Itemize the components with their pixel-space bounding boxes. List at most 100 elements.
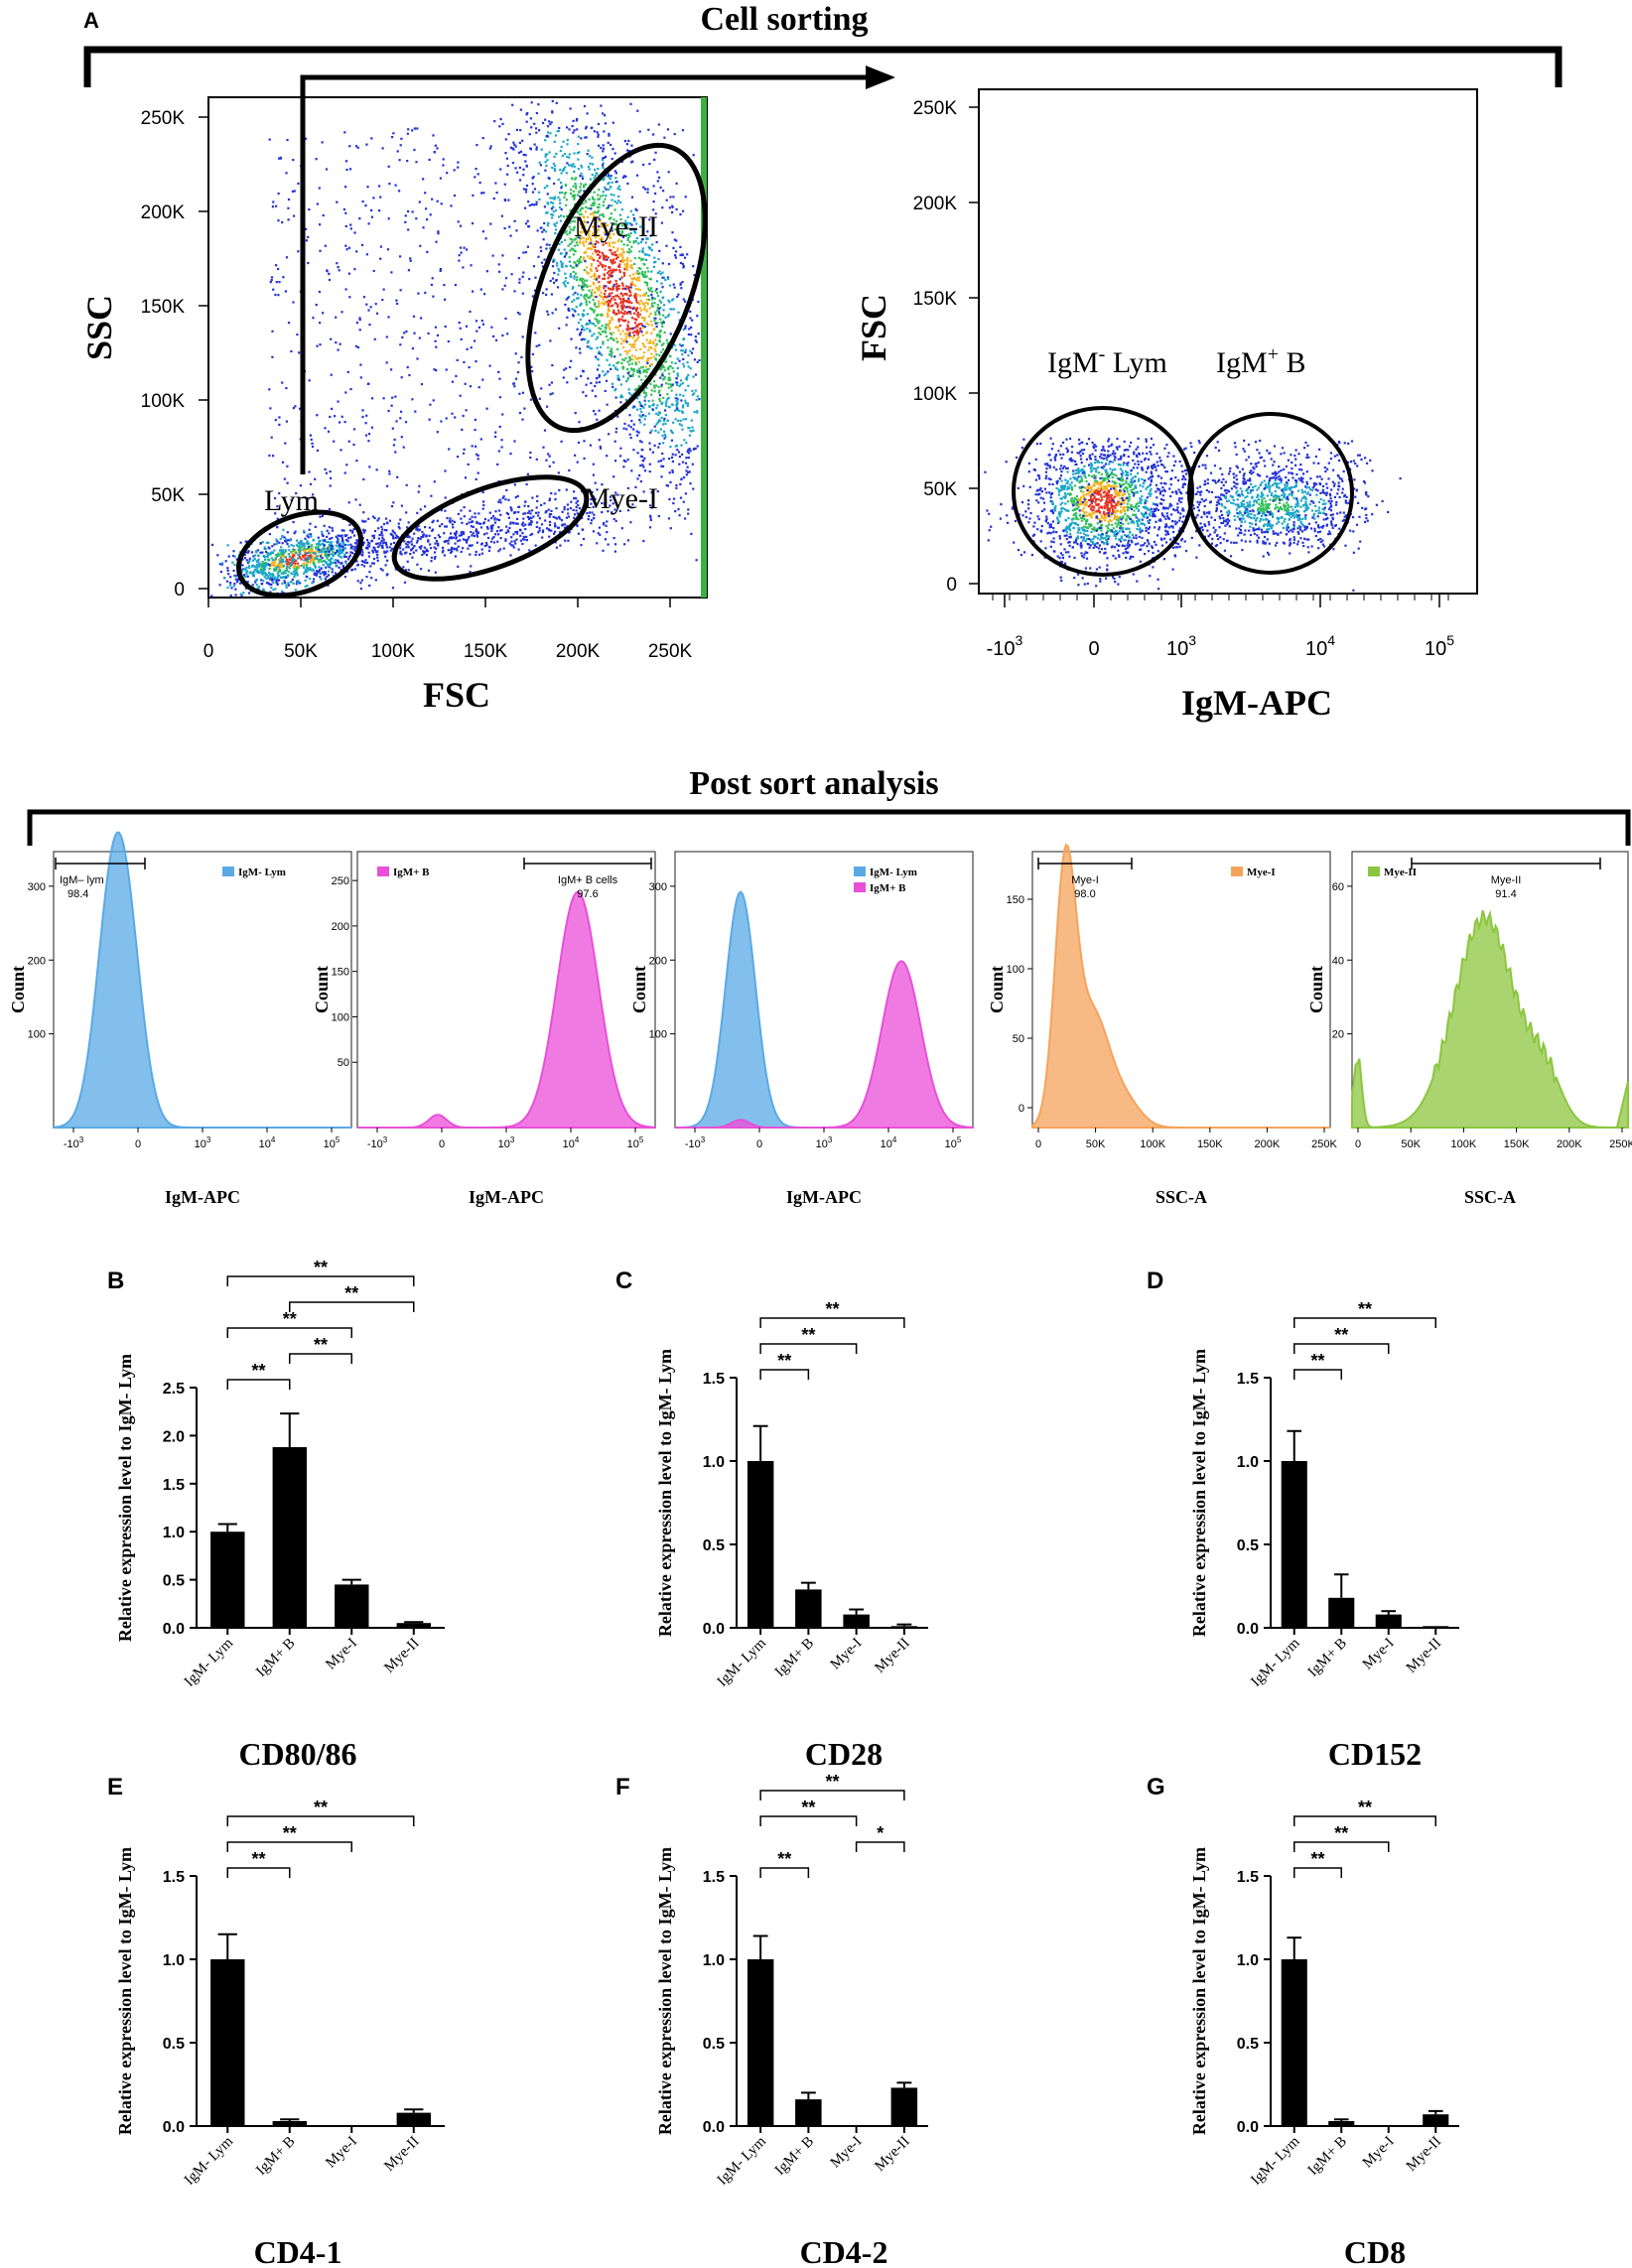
scatter-dot — [658, 419, 661, 422]
scatter-dot — [285, 584, 288, 587]
scatter-dot — [567, 282, 570, 285]
scatter-dot — [626, 257, 629, 260]
scatter-dot — [1093, 506, 1096, 509]
scatter-dot — [607, 338, 610, 341]
scatter-dot — [567, 515, 570, 518]
scatter-dot — [475, 553, 477, 556]
scatter-dot — [571, 240, 574, 243]
scatter-dot — [602, 277, 605, 280]
scatter-dot — [621, 300, 624, 303]
scatter-dot — [565, 251, 568, 254]
scatter-dot — [491, 254, 494, 257]
scatter-dot — [573, 277, 576, 280]
scatter-dot — [471, 222, 475, 225]
scatter-dot — [627, 392, 631, 395]
scatter-dot — [690, 351, 694, 354]
scatter-dot — [607, 309, 610, 312]
scatter-dot — [638, 414, 641, 417]
scatter-dot — [602, 191, 605, 194]
scatter-dot — [612, 218, 615, 221]
scatter-dot — [658, 176, 661, 179]
scatter-dot — [265, 577, 268, 580]
scatter-dot — [514, 377, 518, 380]
scatter-dot — [481, 378, 484, 381]
scatter-dot — [566, 162, 569, 165]
scatter-dot — [429, 547, 433, 550]
scatter-dot — [517, 548, 520, 551]
scatter-dot — [498, 125, 501, 128]
scatter-dot — [678, 319, 681, 322]
scatter-dot — [585, 136, 588, 139]
scatter-dot — [476, 330, 478, 333]
scatter-dot — [676, 357, 679, 360]
scatter-dot — [632, 241, 635, 244]
scatter-dot — [448, 519, 451, 522]
scatter-dot — [607, 174, 610, 177]
scatter-dot — [612, 270, 614, 273]
scatter-dot — [584, 260, 587, 263]
scatter-dot — [637, 431, 640, 434]
scatter-dot — [358, 329, 361, 332]
scatter-dot — [275, 565, 278, 569]
scatter-dot — [608, 295, 611, 298]
scatter-dot — [612, 233, 615, 236]
scatter-dot — [380, 539, 383, 542]
scatter-dot — [235, 558, 238, 561]
scatter-dot — [1195, 556, 1198, 559]
scatter-dot — [309, 482, 313, 485]
scatter-dot — [654, 344, 657, 347]
scatter-dot — [615, 294, 618, 297]
scatter-dot — [1023, 551, 1026, 554]
scatter-dot — [651, 302, 654, 305]
scatter-dot — [656, 292, 659, 295]
scatter-dot — [461, 521, 464, 524]
scatter-dot — [578, 262, 581, 265]
scatter-dot — [425, 554, 429, 557]
scatter-dot — [340, 529, 343, 532]
scatter-dot — [684, 327, 687, 330]
scatter-dot — [661, 271, 664, 274]
scatter-dot — [415, 525, 418, 529]
scatter-dot — [392, 444, 395, 447]
scatter-dot — [687, 508, 690, 511]
scatter-dot — [475, 528, 477, 531]
scatter-dot — [362, 520, 365, 523]
scatter-dot — [630, 264, 633, 267]
scatter-dot — [659, 334, 662, 337]
scatter-dot — [657, 413, 660, 416]
scatter-dot — [265, 541, 268, 544]
scatter-dot — [276, 525, 279, 529]
scatter-dot — [643, 317, 646, 320]
scatter-dot — [468, 366, 471, 369]
scatter-dot — [674, 396, 677, 400]
scatter-dot — [631, 344, 634, 347]
scatter-dot — [579, 261, 582, 264]
scatter-dot — [623, 422, 626, 425]
scatter-dot — [614, 367, 617, 370]
scatter-dot — [567, 539, 570, 542]
scatter-dot — [661, 372, 664, 375]
scatter-dot — [549, 132, 552, 135]
scatter-dot — [1158, 492, 1161, 495]
scatter-dot — [676, 366, 679, 370]
scatter-dot — [379, 541, 382, 544]
scatter-dot — [425, 548, 428, 551]
scatter-dot — [300, 558, 303, 561]
scatter-dot — [659, 290, 662, 293]
scatter-dot — [656, 309, 659, 312]
scatter-dot — [574, 272, 577, 275]
scatter-dot — [444, 325, 447, 329]
scatter-dot — [1065, 531, 1068, 534]
scatter-dot — [1089, 544, 1092, 547]
scatter-dot — [330, 373, 333, 376]
scatter-dot — [623, 263, 626, 266]
scatter-dot — [567, 244, 570, 247]
scatter-dot — [327, 541, 330, 544]
scatter-dot — [359, 363, 362, 366]
scatter-dot — [622, 305, 625, 309]
scatter-dot — [602, 144, 605, 147]
scatter-dot — [1171, 520, 1174, 523]
scatter-dot — [1093, 462, 1096, 465]
scatter-dot — [573, 152, 576, 155]
scatter-dot — [645, 394, 648, 397]
